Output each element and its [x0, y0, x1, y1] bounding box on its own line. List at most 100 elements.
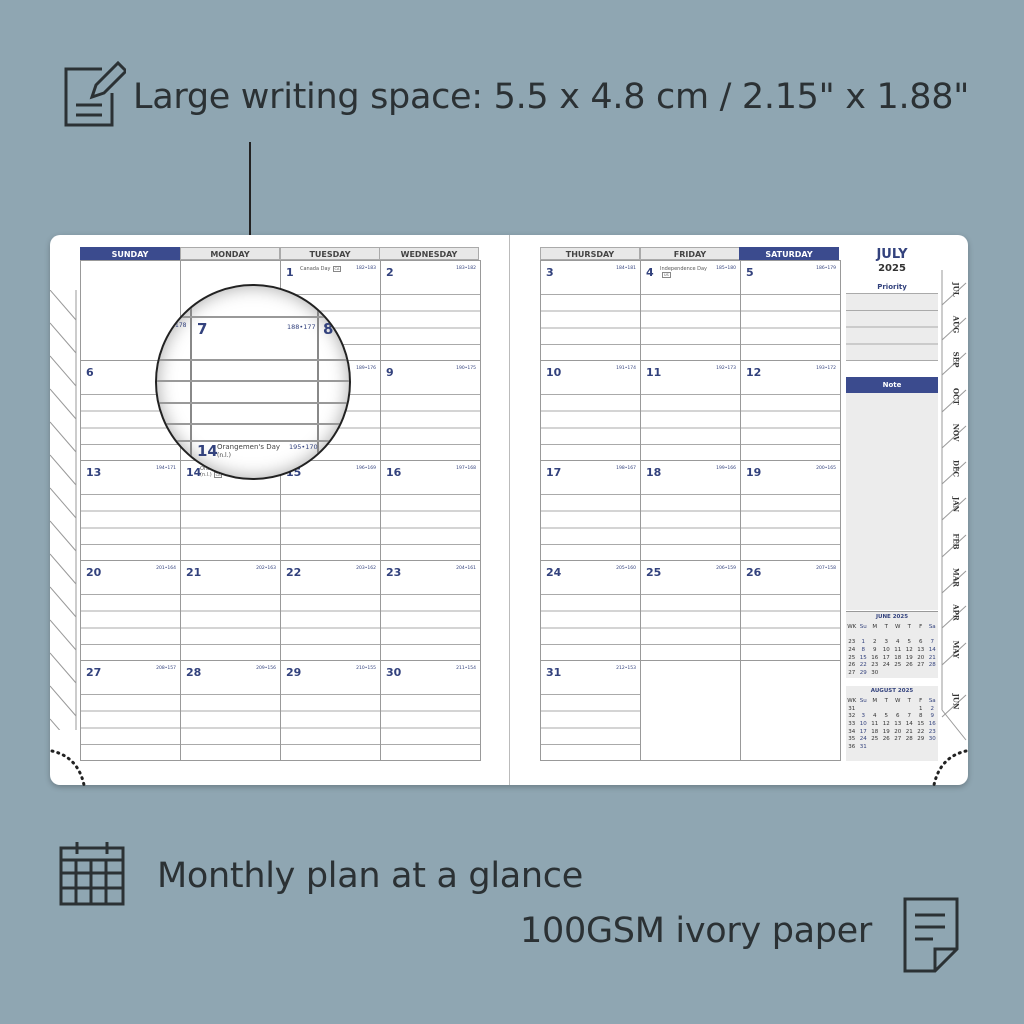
- mini-calendar-date: [892, 670, 904, 678]
- day-of-year: 197•168: [456, 466, 476, 471]
- day-cell[interactable]: 19 200•165: [741, 461, 841, 561]
- month-tab-jun[interactable]: JUN: [951, 693, 961, 710]
- month-tab-feb[interactable]: FEB: [951, 533, 961, 550]
- weekday-header: SUNDAY: [80, 247, 180, 260]
- writing-lines: [641, 294, 740, 360]
- mini-calendar-date: [846, 632, 858, 640]
- mini-calendar-date: 12: [882, 721, 890, 728]
- mini-calendar-date: 17: [859, 728, 867, 735]
- mini-calendar-date: 31: [848, 705, 856, 712]
- day-cell[interactable]: 16 197•168: [381, 461, 481, 561]
- day-of-year: 211•154: [456, 666, 476, 671]
- month-tab-jan[interactable]: JAN: [951, 496, 961, 513]
- day-number: 22: [286, 566, 302, 579]
- month-tab-jul[interactable]: JUL: [951, 282, 961, 297]
- day-cell[interactable]: 27 208•157: [81, 661, 181, 761]
- mini-calendar-date: M: [872, 624, 878, 630]
- mini-calendar-row: [846, 632, 938, 640]
- day-cell[interactable]: 29 210•155: [281, 661, 381, 761]
- mini-calendar-date: 18: [871, 728, 879, 735]
- mini-calendar-date: 11: [871, 721, 879, 728]
- day-cell[interactable]: 24 205•160: [541, 561, 641, 661]
- day-cell[interactable]: 9 190•175: [381, 361, 481, 461]
- mini-calendar-date: F: [919, 698, 923, 704]
- day-cell[interactable]: [81, 261, 181, 361]
- day-cell[interactable]: 10 191•174: [541, 361, 641, 461]
- day-cell[interactable]: 18 199•166: [641, 461, 741, 561]
- mini-calendar-august: AUGUST 2025 WK Su M T W T F Sa 31 1 2 32 3 4 5 6 7 8 9 33 10 1…: [846, 686, 938, 761]
- day-cell[interactable]: 4 185•180 Independence DayUS: [641, 261, 741, 361]
- mini-calendar-date: T: [884, 624, 888, 630]
- mini-calendar-date: 24: [859, 736, 867, 743]
- writing-lines: [541, 494, 640, 560]
- mini-calendar-title: AUGUST 2025: [870, 688, 914, 694]
- writing-lines: [81, 494, 180, 560]
- day-of-year: 205•160: [616, 566, 636, 571]
- day-of-year: 198•167: [616, 466, 636, 471]
- writing-lines: [181, 694, 280, 760]
- page-corner-dots-right: [932, 749, 968, 787]
- day-cell[interactable]: 2 183•182: [381, 261, 481, 361]
- mini-calendar-date: 28: [905, 736, 913, 743]
- mini-calendar-date: [904, 744, 916, 752]
- day-cell[interactable]: 23 204•161: [381, 561, 481, 661]
- mini-calendar-date: [892, 632, 904, 640]
- day-cell[interactable]: [641, 661, 741, 761]
- writing-lines: [181, 494, 280, 560]
- writing-lines: [381, 694, 480, 760]
- calendar-icon: [59, 842, 125, 906]
- day-of-year: 196•169: [356, 466, 376, 471]
- day-cell[interactable]: 21 202•163: [181, 561, 281, 661]
- day-of-year: 194•171: [156, 466, 176, 471]
- mag-left-doy: 178: [175, 322, 187, 329]
- day-cell[interactable]: [741, 661, 841, 761]
- mini-calendar-date: 19: [905, 654, 913, 661]
- day-number: 24: [546, 566, 562, 579]
- day-cell[interactable]: 15 196•169: [281, 461, 381, 561]
- month-tab-may[interactable]: MAY: [951, 640, 961, 659]
- month-tab-sep[interactable]: SEP: [951, 351, 961, 368]
- day-cell[interactable]: 22 203•162: [281, 561, 381, 661]
- month-tab-dec[interactable]: DEC: [951, 460, 961, 477]
- day-cell[interactable]: 11 192•173: [641, 361, 741, 461]
- priority-box[interactable]: [846, 293, 938, 361]
- mini-calendar-date: 23: [928, 728, 936, 735]
- day-cell[interactable]: 28 209•156: [181, 661, 281, 761]
- month-tab-oct[interactable]: OCT: [951, 388, 961, 405]
- sidebar-month: JULY: [876, 247, 908, 262]
- month-tab-nov[interactable]: NOV: [951, 423, 961, 442]
- day-cell[interactable]: 30 211•154: [381, 661, 481, 761]
- mini-calendar-date: 25: [848, 654, 856, 661]
- day-of-year: 202•163: [256, 566, 276, 571]
- writing-lines: [381, 594, 480, 660]
- day-cell[interactable]: 13 194•171: [81, 461, 181, 561]
- holiday-label: Canada Day CA: [300, 266, 342, 272]
- writing-lines: [541, 394, 640, 460]
- day-of-year: 199•166: [716, 466, 736, 471]
- day-cell[interactable]: 25 206•159: [641, 561, 741, 661]
- mini-calendar-row: 24 8 9 10 11 12 13 14: [846, 647, 938, 655]
- mini-calendar-date: [904, 632, 916, 640]
- weekday-header: THURSDAY: [540, 247, 640, 260]
- day-number: 2: [386, 266, 394, 279]
- day-cell[interactable]: 26 207•158: [741, 561, 841, 661]
- day-cell[interactable]: 3 184•181: [541, 261, 641, 361]
- mini-calendar-date: 6: [896, 713, 900, 720]
- day-cell[interactable]: 5 186•179: [741, 261, 841, 361]
- day-cell[interactable]: 31 212•153: [541, 661, 641, 761]
- day-cell[interactable]: 12 193•172: [741, 361, 841, 461]
- paper-caption: 100GSM ivory paper: [520, 911, 872, 951]
- writing-lines: [381, 394, 480, 460]
- mini-calendar-date: Su: [859, 698, 867, 704]
- mini-calendar-date: 4: [896, 639, 900, 646]
- mini-calendar-date: 23: [848, 639, 856, 646]
- day-cell[interactable]: 17 198•167: [541, 461, 641, 561]
- writing-lines: [381, 494, 480, 560]
- day-cell[interactable]: 20 201•164: [81, 561, 181, 661]
- month-tab-aug[interactable]: AUG: [951, 315, 961, 334]
- note-box[interactable]: [846, 393, 938, 610]
- mini-calendar-date: 13: [917, 647, 925, 654]
- month-tab-mar[interactable]: MAR: [951, 568, 961, 587]
- mini-calendar-date: [881, 632, 893, 640]
- month-tab-apr[interactable]: APR: [951, 604, 961, 621]
